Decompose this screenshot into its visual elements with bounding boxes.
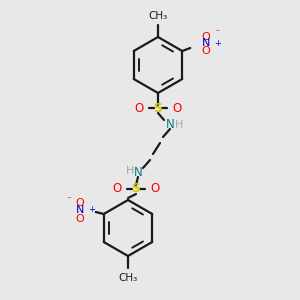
- Text: S: S: [154, 101, 163, 115]
- Text: N: N: [76, 205, 84, 215]
- Text: +: +: [214, 40, 221, 49]
- Text: N: N: [202, 38, 210, 48]
- Text: O: O: [113, 182, 122, 196]
- Text: CH₃: CH₃: [148, 11, 168, 21]
- Text: O: O: [135, 101, 144, 115]
- Text: O: O: [75, 198, 84, 208]
- Text: O: O: [150, 182, 159, 196]
- Text: H: H: [175, 120, 183, 130]
- Text: N: N: [134, 166, 142, 178]
- Text: O: O: [202, 32, 211, 42]
- Text: N: N: [166, 118, 174, 130]
- Text: H: H: [126, 166, 134, 176]
- Text: ⁻: ⁻: [67, 195, 72, 205]
- Text: S: S: [131, 182, 140, 196]
- Text: ⁻: ⁻: [214, 28, 219, 38]
- Text: CH₃: CH₃: [118, 273, 138, 283]
- Text: O: O: [202, 46, 211, 56]
- Text: O: O: [75, 214, 84, 224]
- Text: +: +: [88, 206, 94, 214]
- Text: O: O: [172, 101, 181, 115]
